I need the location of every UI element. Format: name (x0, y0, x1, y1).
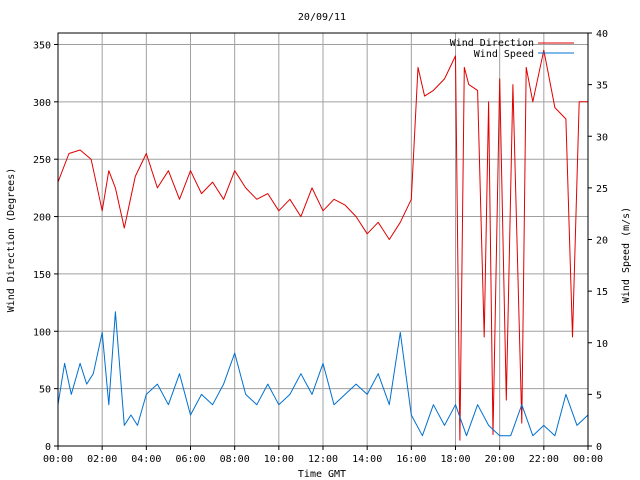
y-left-tick-label: 50 (39, 385, 51, 396)
y-right-tick-label: 40 (596, 29, 608, 40)
y-right-tick-label: 5 (596, 390, 602, 401)
y-left-tick-label: 150 (33, 270, 51, 281)
y-right-ticks: 0 5 10 15 20 25 30 35 40 (588, 29, 608, 453)
x-tick-label: 02:00 (87, 454, 117, 465)
grid (58, 33, 588, 446)
x-tick-label: 20:00 (485, 454, 515, 465)
y-left-tick-label: 200 (33, 213, 51, 224)
y-left-axis-label: Wind Direction (Degrees) (6, 168, 17, 313)
x-tick-label: 10:00 (264, 454, 294, 465)
y-left-ticks: 0 50 100 150 200 250 300 350 (33, 40, 58, 453)
y-left-tick-label: 350 (33, 40, 51, 51)
x-tick-label: 00:00 (43, 454, 73, 465)
y-right-tick-label: 15 (596, 287, 608, 298)
x-tick-label: 12:00 (308, 454, 338, 465)
x-ticks: 00:00 02:00 04:00 06:00 08:00 10:00 12:00 14:00… (43, 446, 603, 465)
x-tick-label: 18:00 (440, 454, 470, 465)
legend: Wind Direction Wind Speed (450, 38, 574, 60)
y-left-tick-label: 250 (33, 155, 51, 166)
x-tick-label: 00:00 (573, 454, 603, 465)
series-layer (57, 49, 589, 441)
legend-label-wind-speed: Wind Speed (474, 49, 534, 60)
x-tick-label: 04:00 (131, 454, 161, 465)
chart-title: 20/09/11 (298, 12, 346, 23)
series-line-wind-speed (57, 311, 589, 437)
x-tick-label: 08:00 (220, 454, 250, 465)
y-right-tick-label: 25 (596, 184, 608, 195)
y-right-tick-label: 10 (596, 339, 608, 350)
legend-label-wind-direction: Wind Direction (450, 38, 534, 49)
y-left-tick-label: 100 (33, 327, 51, 338)
y-left-tick-label: 0 (45, 442, 51, 453)
y-right-tick-label: 35 (596, 81, 608, 92)
x-tick-label: 14:00 (352, 454, 382, 465)
y-right-axis-label: Wind Speed (m/s) (621, 207, 632, 303)
y-right-tick-label: 30 (596, 132, 608, 143)
series-line-wind-direction (57, 49, 588, 441)
x-axis-label: Time GMT (298, 469, 346, 480)
x-tick-label: 16:00 (396, 454, 426, 465)
y-right-tick-label: 0 (596, 442, 602, 453)
x-tick-label: 06:00 (175, 454, 205, 465)
y-right-tick-label: 20 (596, 236, 608, 247)
x-tick-label: 22:00 (529, 454, 559, 465)
y-left-tick-label: 300 (33, 98, 51, 109)
